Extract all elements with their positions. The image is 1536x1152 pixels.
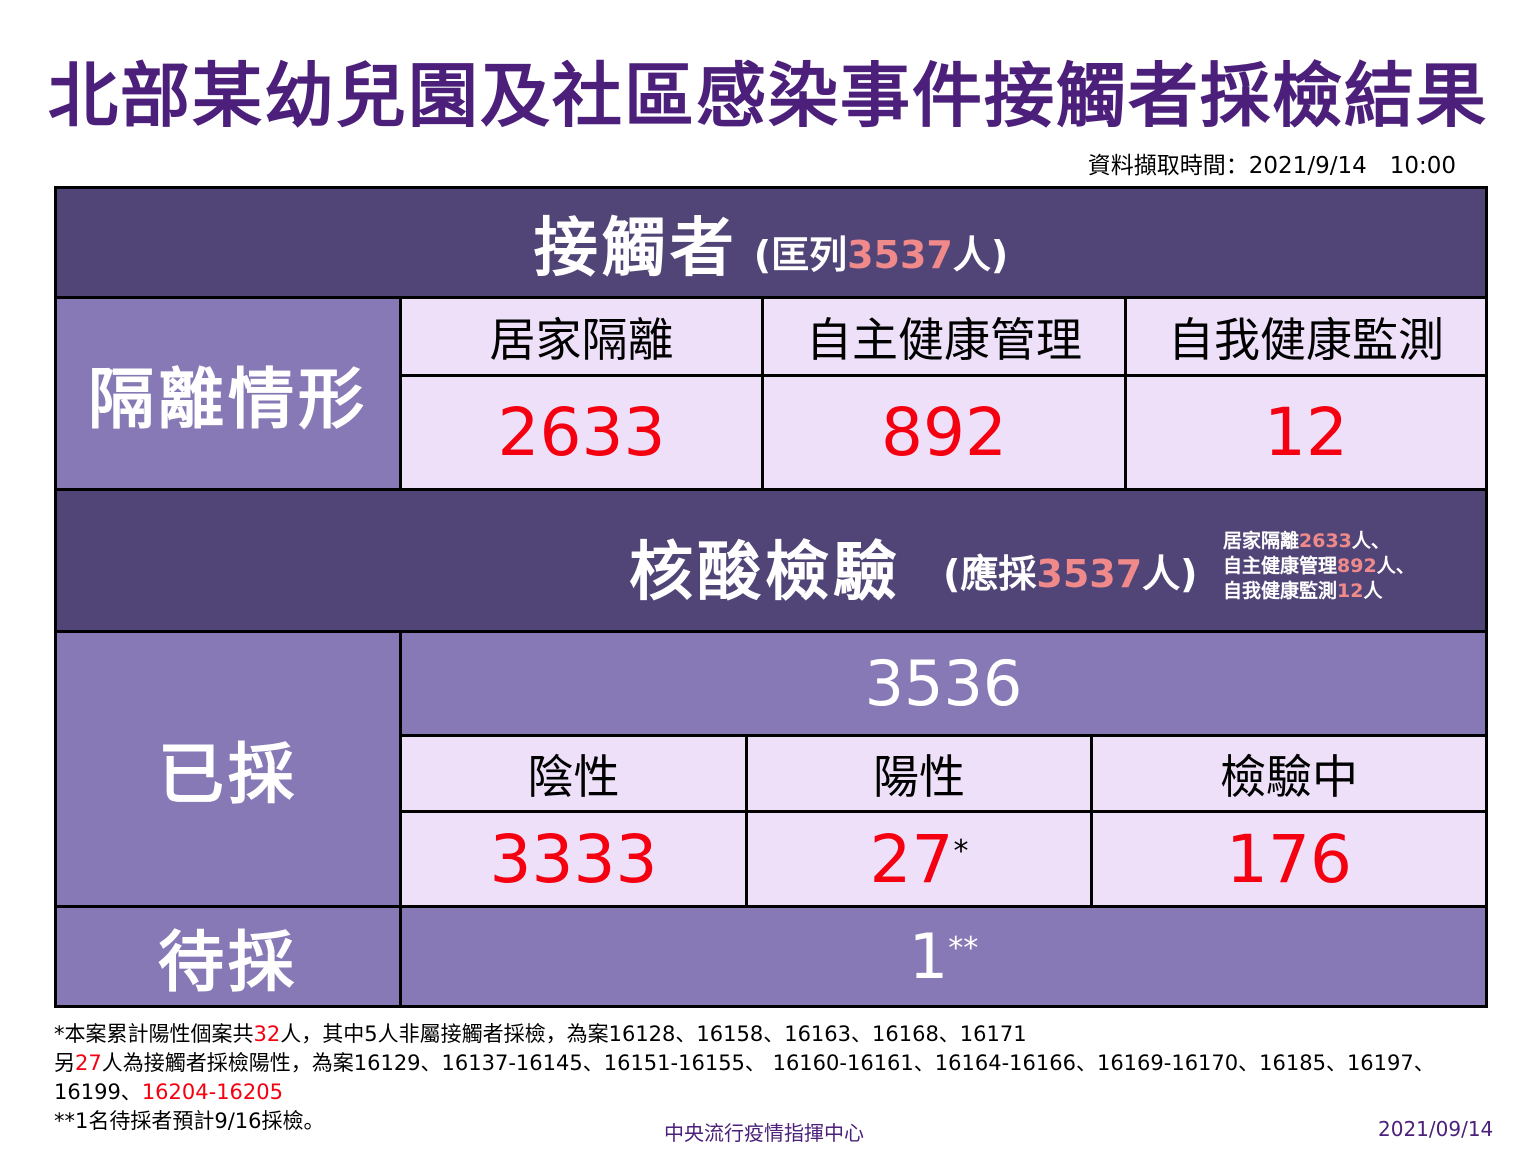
testing-header: 核酸檢驗 (應採3537人) 居家隔離2633人、 自主健康管理892人、 自我…	[57, 491, 1485, 630]
sampled-value-negative: 3333	[402, 813, 745, 905]
testing-note-line: 居家隔離2633人、	[1223, 530, 1390, 552]
contacts-count: 3537	[847, 233, 953, 277]
page-title: 北部某幼兒園及社區感染事件接觸者採檢結果	[48, 55, 1488, 137]
testing-count: 3537	[1036, 552, 1143, 596]
pending-value-cell: 1 **	[402, 908, 1485, 1005]
footer-date: 2021/09/14	[1378, 1117, 1494, 1141]
isolation-col-self-health-monitoring: 自我健康監測	[1127, 299, 1485, 374]
results-table: 接觸者 (匡列3537人) 隔離情形 居家隔離 自主健康管理 自我健康監測 26…	[54, 186, 1488, 1008]
data-timestamp: 資料擷取時間：2021/9/14 10:00	[1087, 153, 1456, 179]
footnote-line: 另27人為接觸者採檢陽性，為案16129、16137-16145、16151-1…	[54, 1051, 1435, 1075]
isolation-value-home-quarantine: 2633	[402, 377, 761, 488]
footnote-line: 16199、16204-16205	[54, 1080, 283, 1104]
pending-value: 1	[908, 920, 949, 993]
isolation-label-cell: 隔離情形	[57, 299, 399, 488]
testing-title: 核酸檢驗	[629, 536, 901, 610]
isolation-col-home-quarantine: 居家隔離	[402, 299, 761, 374]
testing-count-text: (應採3537人)	[943, 552, 1198, 596]
contacts-header: 接觸者 (匡列3537人)	[57, 189, 1485, 296]
sampled-label: 已採	[158, 736, 298, 813]
isolation-value-self-health-management: 892	[764, 377, 1124, 488]
contacts-title: 接觸者	[533, 211, 738, 286]
isolation-value-self-health-monitoring: 12	[1127, 377, 1485, 488]
footnotes: *本案累計陽性個案共32人，其中5人非屬接觸者採檢，為案16128、16158、…	[54, 1020, 1524, 1136]
footer-organization: 中央流行疫情指揮中心	[664, 1121, 864, 1145]
sampled-label-cell: 已採	[57, 633, 399, 905]
footnote-line: **1名待採者預計9/16採檢。	[54, 1109, 325, 1133]
sampled-value-testing: 176	[1093, 813, 1485, 905]
sampled-col-positive: 陽性	[748, 737, 1090, 810]
positive-footnote-mark: *	[953, 833, 969, 869]
testing-note-line: 自我健康監測12人	[1223, 580, 1383, 602]
footnote-line: *本案累計陽性個案共32人，其中5人非屬接觸者採檢，為案16128、16158、…	[54, 1022, 1027, 1046]
isolation-label: 隔離情形	[88, 360, 368, 438]
testing-note-line: 自主健康管理892人、	[1223, 555, 1415, 577]
pending-footnote-mark: **	[948, 931, 979, 966]
contacts-count-text: (匡列3537人)	[753, 233, 1009, 277]
sampled-col-negative: 陰性	[402, 737, 745, 810]
testing-breakdown-note: 居家隔離2633人、 自主健康管理892人、 自我健康監測12人	[1223, 529, 1415, 604]
sampled-col-testing: 檢驗中	[1093, 737, 1485, 810]
sampled-value-positive: 27 *	[748, 813, 1090, 905]
sampled-total: 3536	[402, 633, 1485, 734]
pending-label-cell: 待採	[57, 908, 399, 1005]
isolation-col-self-health-management: 自主健康管理	[764, 299, 1124, 374]
pending-label: 待採	[158, 923, 298, 1001]
